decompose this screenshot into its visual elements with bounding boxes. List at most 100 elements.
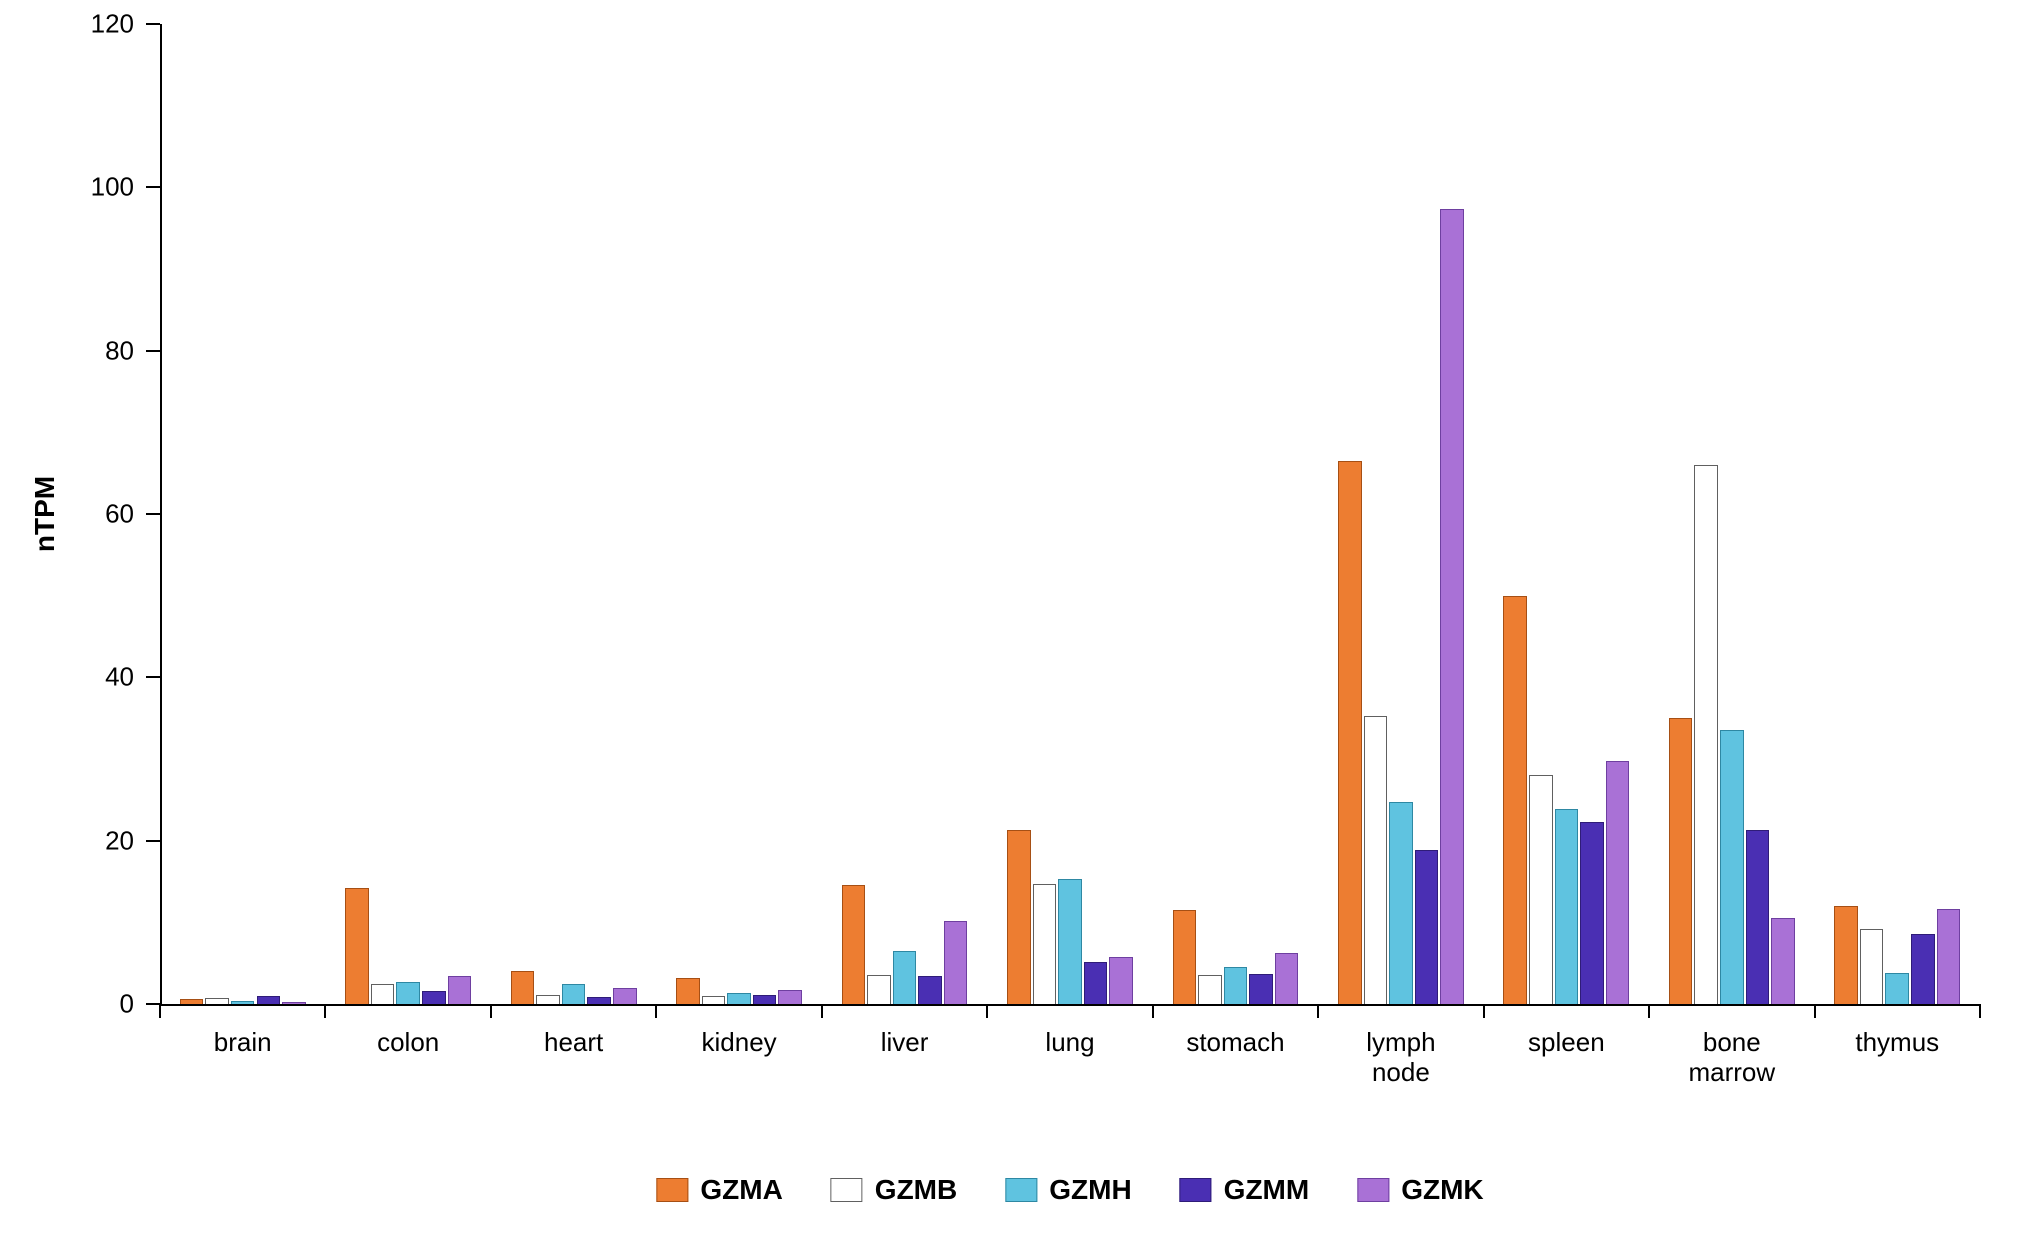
y-tick-label: 20 — [54, 825, 134, 856]
x-tick-label-line: node — [1318, 1058, 1483, 1088]
x-tick-label-line: lymph — [1318, 1028, 1483, 1058]
legend-item: GZMB — [831, 1174, 957, 1206]
legend-label: GZMB — [875, 1174, 957, 1206]
legend-item: GZMM — [1180, 1174, 1310, 1206]
x-tick-label: liver — [822, 1028, 987, 1058]
bar — [1771, 918, 1795, 1004]
legend-item: GZMK — [1357, 1174, 1483, 1206]
x-tick-label-line: bone — [1649, 1028, 1814, 1058]
bar — [511, 971, 535, 1004]
y-tick-label: 40 — [54, 662, 134, 693]
bar — [1249, 974, 1273, 1004]
x-tick — [1317, 1004, 1319, 1018]
bar — [257, 996, 281, 1004]
bar — [231, 1001, 255, 1004]
legend-label: GZMM — [1224, 1174, 1310, 1206]
legend-item: GZMH — [1005, 1174, 1131, 1206]
x-tick-label: kidney — [656, 1028, 821, 1058]
bar — [1198, 975, 1222, 1004]
bar — [345, 888, 369, 1004]
x-tick — [1483, 1004, 1485, 1018]
legend-swatch — [656, 1178, 688, 1202]
x-tick-label: brain — [160, 1028, 325, 1058]
bar — [1058, 879, 1082, 1004]
bar — [1911, 934, 1935, 1004]
bar — [587, 997, 611, 1004]
x-tick-label-line: colon — [325, 1028, 490, 1058]
bar — [1503, 596, 1527, 1004]
bar — [702, 996, 726, 1004]
x-tick-label-line: heart — [491, 1028, 656, 1058]
x-tick-label-line: spleen — [1484, 1028, 1649, 1058]
x-tick — [1979, 1004, 1981, 1018]
bar — [1033, 884, 1057, 1004]
legend-item: GZMA — [656, 1174, 782, 1206]
bar — [1440, 209, 1464, 1004]
y-tick — [146, 676, 160, 678]
bar — [613, 988, 637, 1004]
bar — [396, 982, 420, 1004]
bar — [1937, 909, 1961, 1004]
bar — [1746, 830, 1770, 1004]
x-tick — [1152, 1004, 1154, 1018]
legend-label: GZMK — [1401, 1174, 1483, 1206]
x-tick — [1648, 1004, 1650, 1018]
bar — [1606, 761, 1630, 1004]
legend-label: GZMA — [700, 1174, 782, 1206]
bar — [727, 993, 751, 1004]
bar — [944, 921, 968, 1004]
bar — [753, 995, 777, 1004]
y-tick — [146, 513, 160, 515]
bar — [1007, 830, 1031, 1004]
x-tick-label-line: marrow — [1649, 1058, 1814, 1088]
bar — [536, 995, 560, 1004]
x-tick — [821, 1004, 823, 1018]
x-tick — [490, 1004, 492, 1018]
bar — [1415, 850, 1439, 1004]
x-tick-label: thymus — [1815, 1028, 1980, 1058]
bar — [778, 990, 802, 1004]
y-tick-label: 60 — [54, 499, 134, 530]
legend-swatch — [1005, 1178, 1037, 1202]
x-tick — [655, 1004, 657, 1018]
bar — [1084, 962, 1108, 1004]
bar — [282, 1002, 306, 1004]
bar — [893, 951, 917, 1004]
x-tick-label-line: thymus — [1815, 1028, 1980, 1058]
y-tick-label: 80 — [54, 335, 134, 366]
y-tick — [146, 350, 160, 352]
legend-swatch — [831, 1178, 863, 1202]
bar — [1669, 718, 1693, 1004]
bar — [676, 978, 700, 1004]
x-tick-label: lymphnode — [1318, 1028, 1483, 1088]
legend-swatch — [1180, 1178, 1212, 1202]
bar — [842, 885, 866, 1004]
bar — [1364, 716, 1388, 1004]
bar — [1389, 802, 1413, 1004]
legend-label: GZMH — [1049, 1174, 1131, 1206]
x-tick-label-line: liver — [822, 1028, 987, 1058]
bar — [1173, 910, 1197, 1004]
bar — [205, 998, 229, 1004]
bar — [1555, 809, 1579, 1004]
bar — [1694, 465, 1718, 1004]
bar — [1529, 775, 1553, 1004]
x-tick-label: bonemarrow — [1649, 1028, 1814, 1088]
y-tick — [146, 1003, 160, 1005]
plot-area — [160, 24, 1980, 1004]
y-tick — [146, 23, 160, 25]
bar — [371, 984, 395, 1004]
bar — [1109, 957, 1133, 1004]
x-tick — [1814, 1004, 1816, 1018]
bar — [1720, 730, 1744, 1004]
bar — [448, 976, 472, 1004]
legend-swatch — [1357, 1178, 1389, 1202]
x-tick-label: spleen — [1484, 1028, 1649, 1058]
x-tick — [324, 1004, 326, 1018]
bar — [180, 999, 204, 1004]
y-tick-label: 100 — [54, 172, 134, 203]
bar — [1224, 967, 1248, 1004]
bar — [562, 984, 586, 1004]
y-tick — [146, 840, 160, 842]
y-tick — [146, 186, 160, 188]
